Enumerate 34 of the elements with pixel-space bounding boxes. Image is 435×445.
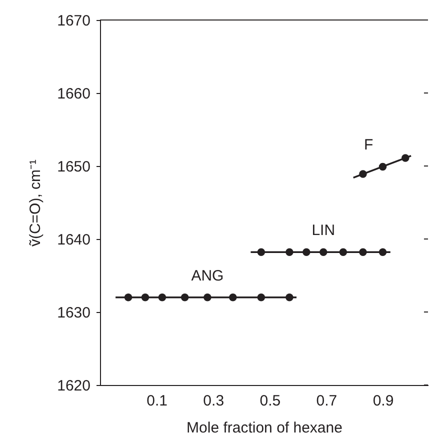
point (378, 248, 387, 256)
point (378, 162, 387, 171)
y-tick-label: 1620 (57, 378, 90, 394)
y-tick-label: 1660 (57, 86, 90, 102)
x-tick-label: 0.5 (260, 392, 281, 410)
point (229, 294, 237, 302)
point (158, 294, 166, 302)
y-axis-title: ṽ(C=O), cm⁻¹ (27, 159, 44, 247)
x-tick-label: 0.1 (146, 392, 168, 410)
point (286, 248, 294, 256)
point (257, 248, 266, 256)
point (402, 154, 410, 162)
series-label: LIN (312, 222, 336, 240)
point (286, 294, 294, 302)
y-tick-label: 1650 (57, 158, 90, 176)
x-axis-title: Mole fraction of hexane (186, 420, 342, 436)
y-tick-label: 1640 (57, 232, 90, 248)
point (141, 294, 150, 302)
y-tick-label: 1630 (57, 304, 90, 322)
point (302, 248, 310, 256)
x-tick-label: 0.3 (203, 392, 224, 410)
point (359, 248, 367, 256)
x-tick-label: 0.9 (372, 392, 394, 410)
y-tick-label: 1670 (57, 12, 90, 30)
series-label: F (364, 136, 374, 154)
point (320, 248, 328, 256)
point (204, 294, 212, 302)
x-tick-label: 0.7 (316, 392, 338, 410)
point (257, 294, 266, 302)
series-label: ANG (191, 267, 224, 284)
point (124, 294, 132, 302)
point (339, 248, 348, 256)
point (359, 170, 367, 178)
point (180, 294, 189, 302)
